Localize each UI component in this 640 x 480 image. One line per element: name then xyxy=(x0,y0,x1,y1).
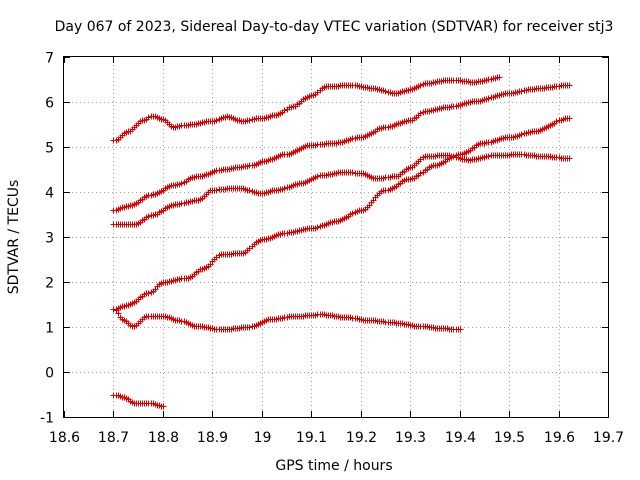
data-point xyxy=(246,187,253,194)
data-point xyxy=(518,88,525,95)
y-axis-label: SDTVAR / TECUs xyxy=(6,180,22,295)
series-track-2 xyxy=(110,82,573,214)
data-point xyxy=(382,88,389,95)
data-point xyxy=(485,95,492,102)
x-tick-label: 19.6 xyxy=(544,430,575,446)
data-point xyxy=(417,110,424,117)
plot-frame xyxy=(63,56,609,418)
data-point xyxy=(160,403,167,410)
data-point xyxy=(518,131,525,138)
data-point xyxy=(115,310,122,317)
y-tick-label: 3 xyxy=(45,231,54,247)
data-point xyxy=(246,117,253,124)
data-point xyxy=(485,153,492,160)
data-point xyxy=(281,107,288,114)
x-tick-label: 19.7 xyxy=(593,430,624,446)
data-point xyxy=(213,117,220,124)
y-tick-label: 4 xyxy=(45,186,54,202)
x-tick-label: 19.5 xyxy=(494,430,525,446)
data-point xyxy=(566,155,573,162)
data-point xyxy=(457,326,464,333)
series-track-6 xyxy=(110,392,167,410)
data-point xyxy=(110,306,117,313)
series-track-3 xyxy=(110,151,573,228)
y-tick-labels: -1 0 1 2 3 4 5 6 7 xyxy=(40,51,54,427)
data-point xyxy=(314,173,321,180)
data-point xyxy=(349,210,356,217)
y-tick-label: 5 xyxy=(45,141,54,157)
data-point xyxy=(145,213,152,220)
data-point xyxy=(178,180,185,187)
y-tick-label: 0 xyxy=(45,366,54,382)
y-tick-label: 7 xyxy=(45,51,54,67)
x-tick-label: 19 xyxy=(254,430,272,446)
data-point xyxy=(566,82,573,89)
x-tick-label: 18.7 xyxy=(98,430,129,446)
x-tick-label: 19.1 xyxy=(296,430,327,446)
y-tick-label: -1 xyxy=(40,411,54,427)
data-point xyxy=(553,118,560,125)
data-point xyxy=(450,153,457,160)
grid-lines xyxy=(64,57,608,417)
x-tick-label: 18.6 xyxy=(49,430,80,446)
data-point xyxy=(566,115,573,122)
series-track-5 xyxy=(110,306,464,333)
y-tick-label: 1 xyxy=(45,321,54,337)
data-point xyxy=(417,170,424,177)
chart-title: Day 067 of 2023, Sidereal Day-to-day VTE… xyxy=(55,19,614,35)
data-point xyxy=(349,169,356,176)
data-point xyxy=(496,74,503,81)
x-tick-label: 19.3 xyxy=(395,430,426,446)
x-tick-labels: 18.6 18.7 18.8 18.9 19 19.1 19.2 19.3 19.4 19.5 19… xyxy=(49,430,624,446)
data-point xyxy=(213,187,220,194)
data-point xyxy=(145,114,152,121)
data-series xyxy=(110,74,573,410)
x-tick-label: 19.2 xyxy=(346,430,377,446)
data-point xyxy=(417,82,424,89)
x-axis-label: GPS time / hours xyxy=(275,458,392,474)
x-tick-label: 18.8 xyxy=(148,430,179,446)
y-tick-label: 2 xyxy=(45,276,54,292)
data-point xyxy=(145,290,152,297)
x-tick-label: 19.4 xyxy=(445,430,476,446)
x-tick-label: 18.9 xyxy=(197,430,228,446)
series-track-4 xyxy=(110,115,573,313)
data-point xyxy=(246,324,253,331)
data-point xyxy=(314,224,321,231)
y-tick-label: 6 xyxy=(45,96,54,112)
data-point xyxy=(281,185,288,192)
series-track-1 xyxy=(110,74,503,144)
